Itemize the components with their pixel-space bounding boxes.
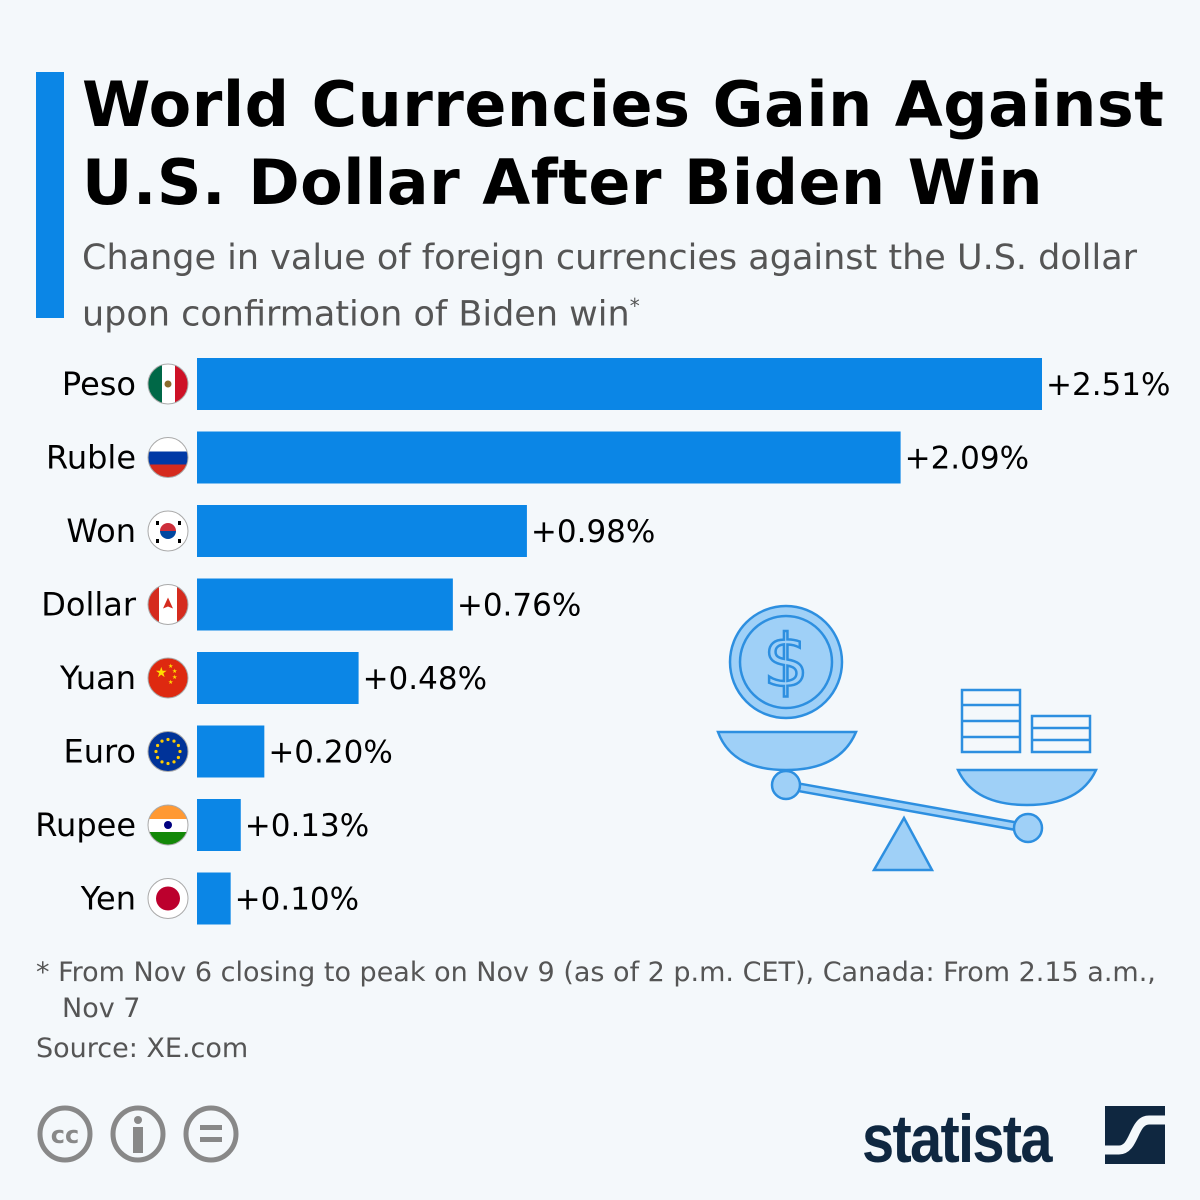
- india-flag-icon: [147, 804, 189, 846]
- china-flag-icon: ★ ★★★★: [147, 657, 189, 699]
- svg-text:★: ★: [172, 668, 177, 675]
- statista-logo-mark: [1105, 1106, 1165, 1164]
- bar-chart: Peso +2.51% Ruble +2.09% Won +0.98% Dollar +0.7…: [35, 358, 1170, 925]
- category-label: Dollar: [41, 586, 137, 624]
- category-label: Rupee: [35, 806, 136, 844]
- bar: [197, 505, 527, 557]
- bar-row: Rupee +0.13%: [35, 799, 369, 851]
- category-label: Ruble: [46, 439, 136, 477]
- eu-flag-icon: [147, 731, 189, 772]
- bar: [197, 872, 231, 925]
- south-korea-flag-icon: [147, 510, 189, 552]
- bar: [197, 431, 901, 484]
- bar: [197, 799, 241, 851]
- category-label: Yuan: [59, 659, 136, 697]
- coin-icon: [728, 604, 844, 720]
- canada-flag-icon: [147, 584, 189, 625]
- cc-icon[interactable]: [37, 1105, 93, 1163]
- bar: [197, 578, 453, 631]
- bar-row: Ruble +2.09%: [46, 431, 1029, 484]
- japan-flag-icon: [147, 878, 189, 919]
- cash-stacks: [960, 688, 1092, 754]
- bar-row: Euro +0.20%: [63, 725, 393, 778]
- svg-text:cc: cc: [51, 1121, 79, 1149]
- data-label: +2.51%: [1046, 367, 1170, 403]
- subtitle-text: Change in value of foreign currencies ag…: [82, 238, 1138, 335]
- bar-row: Yen +0.10%: [80, 872, 359, 925]
- fulcrum: [871, 815, 935, 872]
- mexico-flag-icon: [147, 363, 189, 405]
- data-label: +0.10%: [235, 882, 359, 918]
- attribution-icon[interactable]: [110, 1105, 166, 1163]
- subtitle: Change in value of foreign currencies ag…: [82, 234, 1182, 339]
- left-pan: [716, 730, 858, 772]
- bar: [197, 652, 359, 704]
- data-label: +0.98%: [531, 514, 655, 550]
- footnote: * From Nov 6 closing to peak on Nov 9 (a…: [36, 957, 1156, 1024]
- category-label: Won: [66, 512, 136, 550]
- data-label: +0.48%: [363, 661, 487, 697]
- bar-row: Dollar +0.76%: [41, 578, 581, 631]
- category-label: Peso: [62, 365, 136, 403]
- data-label: +0.76%: [457, 588, 581, 624]
- footnote-mark: *: [629, 294, 640, 318]
- bar-row: Yuan ★ ★★★★ +0.48%: [59, 652, 487, 704]
- data-label: +2.09%: [905, 441, 1029, 477]
- category-label: Euro: [63, 733, 136, 771]
- dollar-sign-icon: $: [763, 619, 809, 703]
- category-label: Yen: [80, 880, 136, 918]
- svg-text:★: ★: [168, 679, 173, 686]
- russia-flag-icon: [147, 437, 189, 478]
- svg-text:★: ★: [155, 665, 168, 681]
- bar-row: Peso +2.51%: [62, 358, 1170, 410]
- svg-text:★: ★: [168, 663, 173, 670]
- title-accent-bar: [36, 72, 64, 318]
- statista-logo: statista: [862, 1101, 1052, 1177]
- data-label: +0.13%: [245, 808, 369, 844]
- bar: [197, 725, 265, 778]
- no-derivatives-icon[interactable]: [183, 1105, 239, 1163]
- source: Source: XE.com: [36, 1033, 249, 1064]
- bar: [197, 358, 1042, 410]
- balance-scale-illustration: $: [716, 604, 1098, 872]
- bar-row: Won +0.98%: [66, 505, 655, 557]
- data-label: +0.20%: [268, 735, 392, 771]
- page-title: World Currencies Gain Against U.S. Dolla…: [82, 68, 1165, 219]
- right-pan: [956, 768, 1098, 807]
- license-icons[interactable]: cc: [36, 1105, 246, 1165]
- svg-text:★: ★: [172, 674, 177, 681]
